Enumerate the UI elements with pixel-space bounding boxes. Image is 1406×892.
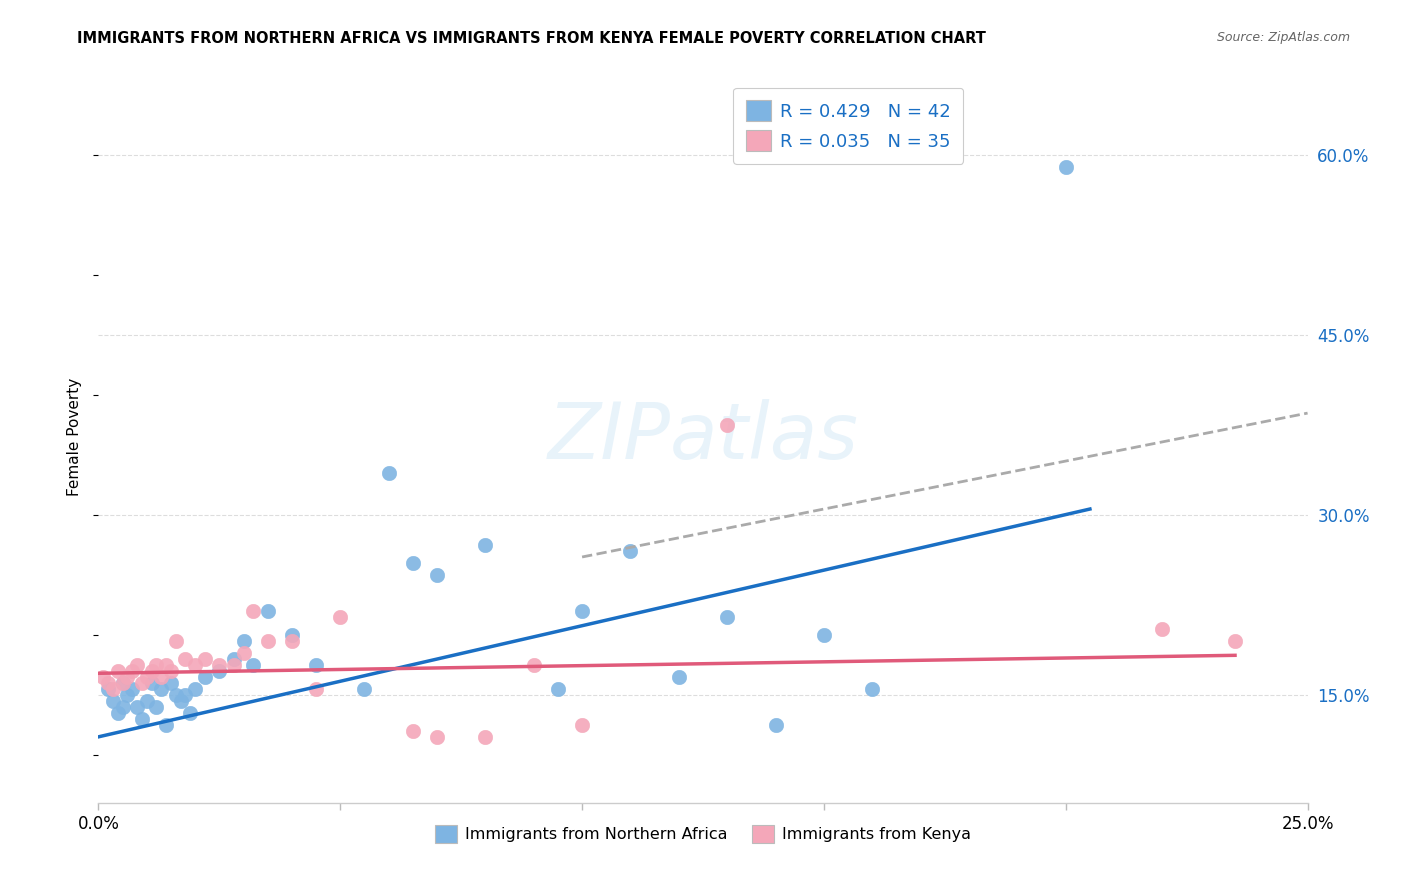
Point [165, 688, 187, 702]
Point [305, 681, 328, 696]
Point [222, 657, 245, 672]
Point [155, 718, 177, 732]
Point [117, 688, 139, 702]
Point [97, 681, 120, 696]
Point [131, 712, 153, 726]
Point [523, 657, 546, 672]
Point [377, 466, 399, 480]
Point [242, 604, 264, 618]
Point [353, 681, 375, 696]
Point [184, 681, 207, 696]
Point [668, 670, 690, 684]
Point [194, 652, 217, 666]
Point [402, 723, 425, 738]
Point [141, 664, 163, 678]
Point [145, 699, 167, 714]
Point [111, 676, 134, 690]
Point [305, 657, 328, 672]
Point [121, 664, 143, 678]
Point [184, 657, 207, 672]
Text: Source: ZipAtlas.com: Source: ZipAtlas.com [1216, 31, 1350, 45]
Point [232, 634, 254, 648]
Point [474, 538, 496, 552]
Point [208, 664, 231, 678]
Point [131, 676, 153, 690]
Point [474, 730, 496, 744]
Y-axis label: Female Poverty: Female Poverty [67, 378, 83, 496]
Point [1152, 622, 1174, 636]
Point [860, 681, 883, 696]
Point [174, 652, 197, 666]
Point [111, 676, 134, 690]
Point [107, 706, 129, 720]
Point [101, 681, 124, 696]
Point [1223, 634, 1246, 648]
Point [127, 699, 149, 714]
Point [141, 676, 163, 690]
Point [117, 670, 139, 684]
Point [194, 670, 217, 684]
Point [547, 681, 569, 696]
Point [242, 657, 264, 672]
Point [97, 676, 120, 690]
Point [121, 681, 143, 696]
Point [127, 657, 149, 672]
Point [222, 652, 245, 666]
Point [256, 604, 278, 618]
Point [402, 556, 425, 570]
Text: IMMIGRANTS FROM NORTHERN AFRICA VS IMMIGRANTS FROM KENYA FEMALE POVERTY CORRELAT: IMMIGRANTS FROM NORTHERN AFRICA VS IMMIG… [77, 31, 986, 46]
Point [426, 568, 449, 582]
Point [111, 699, 134, 714]
Point [101, 694, 124, 708]
Point [1054, 161, 1077, 175]
Point [174, 688, 197, 702]
Point [160, 676, 183, 690]
Point [716, 418, 738, 433]
Point [571, 604, 593, 618]
Point [281, 628, 304, 642]
Point [145, 657, 167, 672]
Point [765, 718, 787, 732]
Point [426, 730, 449, 744]
Point [150, 670, 173, 684]
Point [619, 544, 641, 558]
Text: ZIPatlas: ZIPatlas [547, 399, 859, 475]
Point [160, 664, 183, 678]
Point [208, 657, 231, 672]
Point [232, 646, 254, 660]
Point [165, 634, 187, 648]
Point [91, 670, 114, 684]
Point [256, 634, 278, 648]
Legend: Immigrants from Northern Africa, Immigrants from Kenya: Immigrants from Northern Africa, Immigra… [429, 819, 977, 850]
Point [135, 694, 157, 708]
Point [329, 610, 352, 624]
Point [150, 681, 173, 696]
Point [179, 706, 201, 720]
Point [716, 610, 738, 624]
Point [281, 634, 304, 648]
Point [135, 670, 157, 684]
Point [169, 694, 191, 708]
Point [813, 628, 835, 642]
Point [571, 718, 593, 732]
Point [107, 664, 129, 678]
Point [155, 657, 177, 672]
